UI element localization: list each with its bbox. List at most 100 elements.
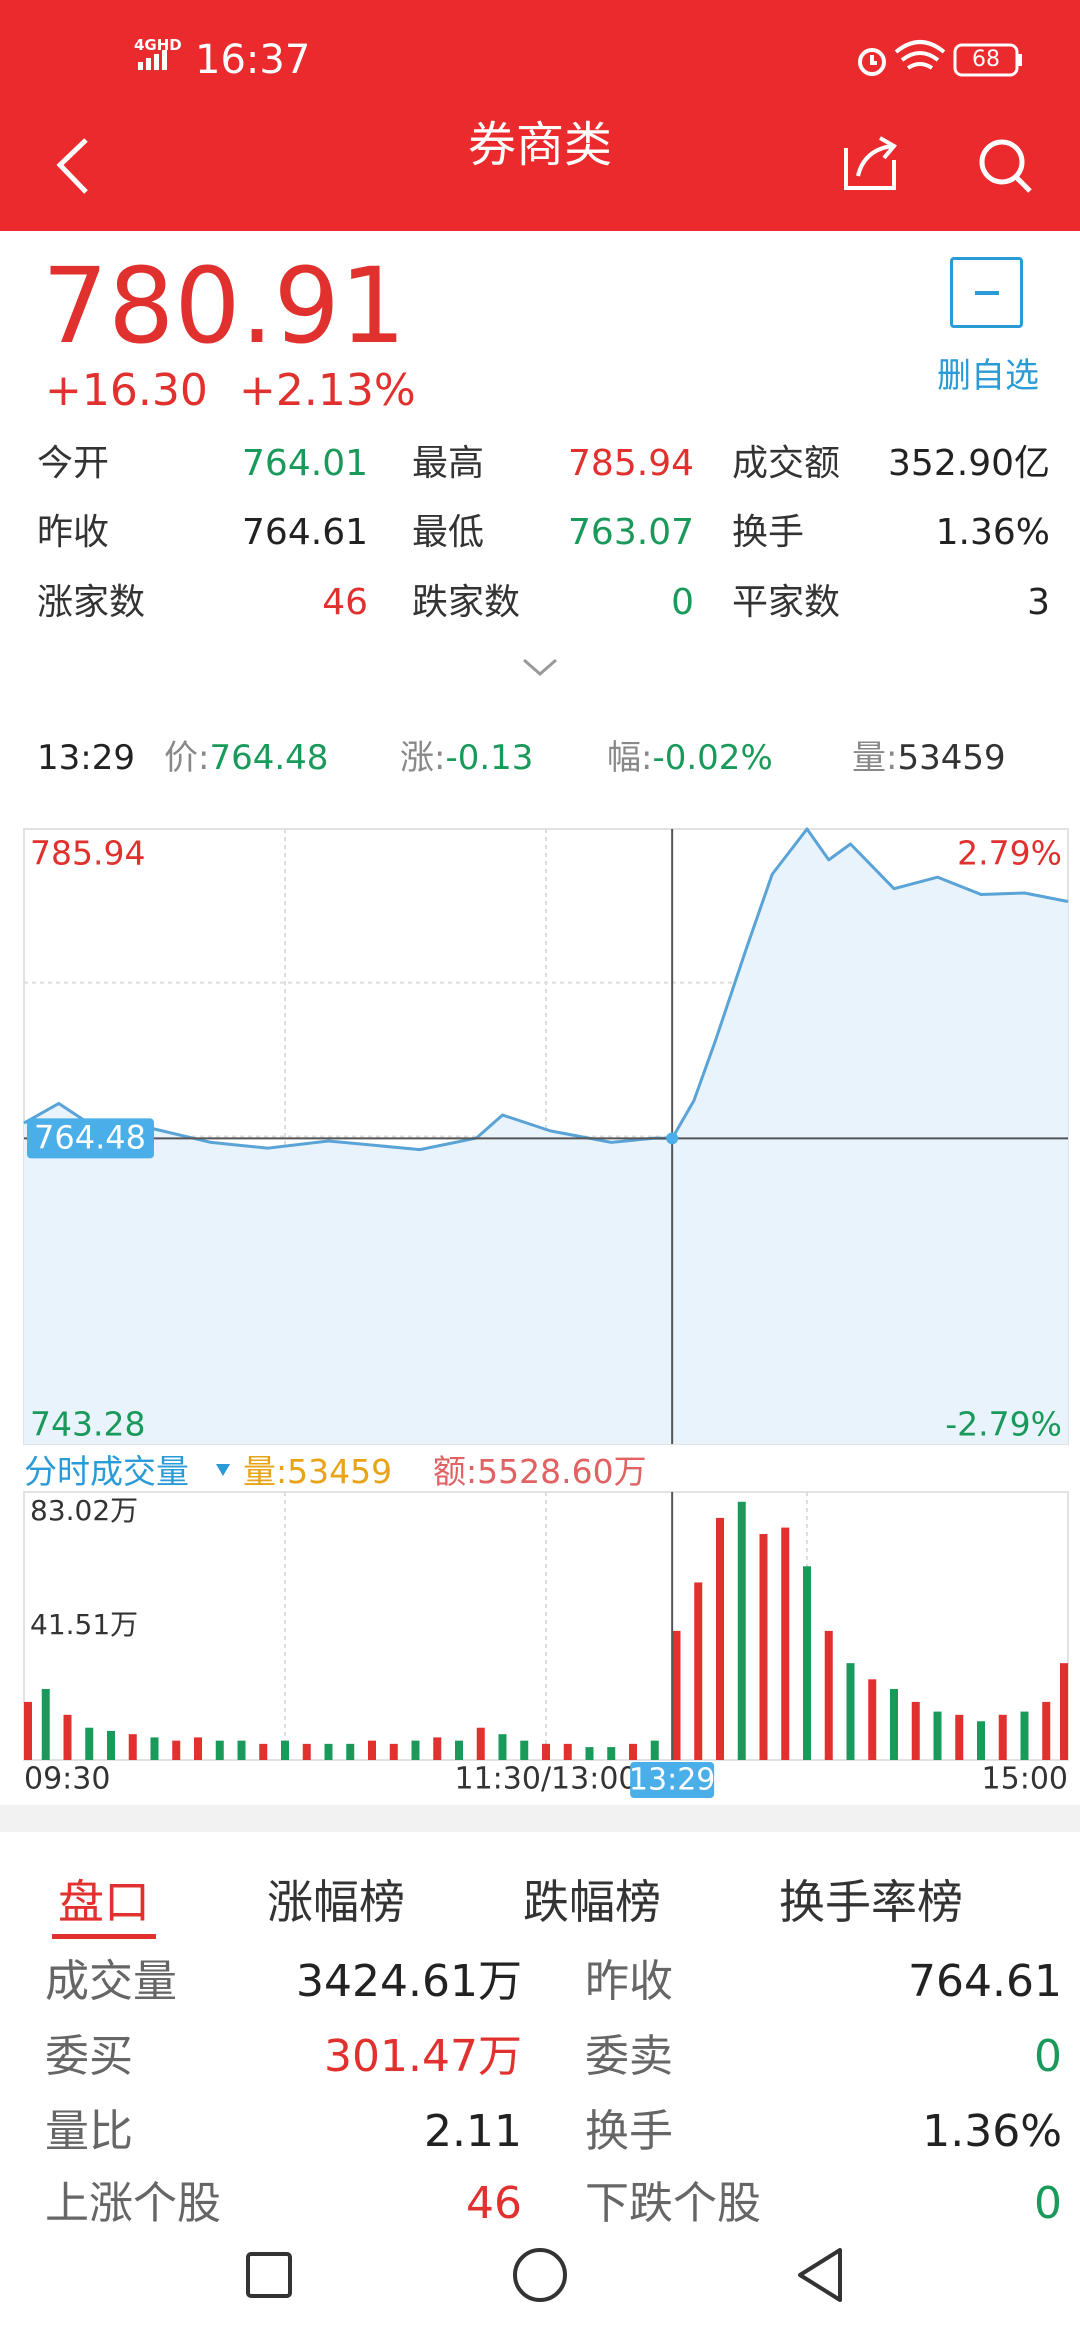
detail-value: 1.36% <box>922 2106 1062 2157</box>
detail-label: 量比 <box>45 2106 133 2157</box>
stat-value: 46 <box>322 582 368 623</box>
back-nav-button[interactable] <box>798 2248 842 2302</box>
stat-value: 1.36% <box>935 512 1050 553</box>
volume-bar <box>194 1737 202 1760</box>
volume-bar <box>172 1740 181 1760</box>
app-bar-icons <box>56 40 1032 194</box>
crosshair-price-label: 764.48 <box>34 1118 146 1156</box>
volume-bar <box>41 1688 50 1760</box>
stat-label: 成交额 <box>732 443 841 484</box>
volume-bar <box>542 1743 550 1760</box>
detail-label: 换手 <box>585 2106 673 2157</box>
recents-button[interactable] <box>246 2252 292 2298</box>
volume-bar <box>63 1714 72 1760</box>
volume-bar <box>455 1740 463 1760</box>
tab[interactable]: 跌幅榜 <box>523 1875 661 1929</box>
home-button[interactable] <box>513 2248 567 2302</box>
tab[interactable]: 换手率榜 <box>779 1875 963 1929</box>
detail-value: 0 <box>1034 2031 1062 2082</box>
search-button[interactable] <box>979 139 1032 193</box>
stat-label: 平家数 <box>732 582 841 623</box>
volume-bar <box>890 1688 898 1760</box>
stat-value: 785.94 <box>568 443 694 484</box>
volume-bar <box>998 1714 1007 1760</box>
volume-bar <box>281 1740 289 1760</box>
share-button[interactable] <box>844 136 898 190</box>
volume-bar <box>694 1582 703 1760</box>
y2-tick-label: 2.79% <box>957 834 1062 873</box>
info-item: 涨:-0.13 <box>400 741 533 775</box>
detail-label: 委卖 <box>585 2031 673 2082</box>
volume-bar <box>933 1711 942 1760</box>
tab[interactable]: 盘口 <box>58 1875 150 1929</box>
stat-label: 最高 <box>412 443 485 484</box>
stat-value: 764.01 <box>242 443 368 484</box>
y-tick-label: 41.51万 <box>30 1608 138 1641</box>
volume-bar <box>128 1734 137 1760</box>
v-triangle <box>216 1464 230 1476</box>
volume-bar <box>629 1743 637 1760</box>
detail-value: 2.11 <box>424 2106 522 2157</box>
info-item: 价:764.48 <box>164 741 328 775</box>
volume-bar <box>955 1714 964 1760</box>
y-tick-label: 83.02万 <box>30 1494 138 1527</box>
stat-value: 352.90亿 <box>888 443 1050 484</box>
volume-title[interactable]: 分时成交量 <box>24 1451 189 1491</box>
signal-icon <box>138 50 167 70</box>
index-change-pct: +2.13% <box>239 365 416 416</box>
volume-bar <box>107 1730 115 1760</box>
volume-bar <box>498 1734 507 1760</box>
tab[interactable]: 涨幅榜 <box>267 1875 405 1929</box>
y-tick-label: 785.94 <box>30 834 145 873</box>
watch-label[interactable]: 删自选 <box>937 356 1039 396</box>
index-price: 780.91 <box>42 245 406 367</box>
watch-button[interactable] <box>950 257 1023 328</box>
stat-label: 最低 <box>412 512 485 553</box>
volume-bar <box>1020 1711 1029 1760</box>
stat-label: 跌家数 <box>412 582 521 623</box>
info-item-label: 价: <box>164 738 210 778</box>
volume-bar <box>433 1737 442 1760</box>
volume-bar <box>803 1566 811 1760</box>
back-button[interactable] <box>56 138 88 194</box>
app-bar <box>0 0 1080 231</box>
volume-bar <box>237 1740 246 1760</box>
volume-bar <box>150 1737 159 1760</box>
detail-value: 0 <box>1034 2178 1062 2223</box>
price-area <box>24 829 1068 1444</box>
volume-bar <box>259 1743 268 1760</box>
info-item-label: 幅: <box>607 738 653 778</box>
battery-tip <box>1018 54 1022 66</box>
volume-bar <box>324 1743 333 1760</box>
y-tick-label: 743.28 <box>30 1405 145 1444</box>
detail-label: 昨收 <box>585 1956 673 2007</box>
crosshair-time-box <box>630 1762 715 1798</box>
charts: 743.28 785.94 -2.79% 2.79% 764.48 41.51万 83.02… <box>23 827 1069 1798</box>
volume-bar <box>1060 1663 1068 1760</box>
detail-label: 委买 <box>45 2031 133 2082</box>
stat-label: 昨收 <box>37 512 110 553</box>
volume-bar <box>302 1743 311 1760</box>
volume-bar <box>716 1517 724 1760</box>
tab-indicator <box>52 1934 156 1939</box>
expand-icon[interactable] <box>0 650 1080 690</box>
detail-value: 764.61 <box>908 1956 1062 2007</box>
stat-label: 涨家数 <box>37 582 146 623</box>
battery-icon <box>953 43 1019 77</box>
volume-bar <box>411 1740 420 1760</box>
stat-value: 0 <box>671 582 694 623</box>
info-time: 13:29 <box>37 738 135 778</box>
volume-bar <box>476 1727 485 1760</box>
crosshair-label-box <box>27 1118 154 1159</box>
stat-value: 3 <box>1027 582 1050 623</box>
x-tick-label: 11:30/13:00 <box>454 1762 637 1797</box>
volume-bar <box>737 1501 746 1760</box>
volume-item: 额:5528.60万 <box>433 1455 647 1488</box>
volume-bar <box>977 1721 985 1760</box>
volume-item-label: 量: <box>243 1451 288 1491</box>
detail-label: 下跌个股 <box>585 2178 761 2223</box>
info-item-value: 53459 <box>897 738 1006 778</box>
content: 4GHD 16:37 68 券商类 780.91 +16.30 +2.13% 删… <box>0 0 1080 2222</box>
volume-bar <box>85 1727 94 1760</box>
